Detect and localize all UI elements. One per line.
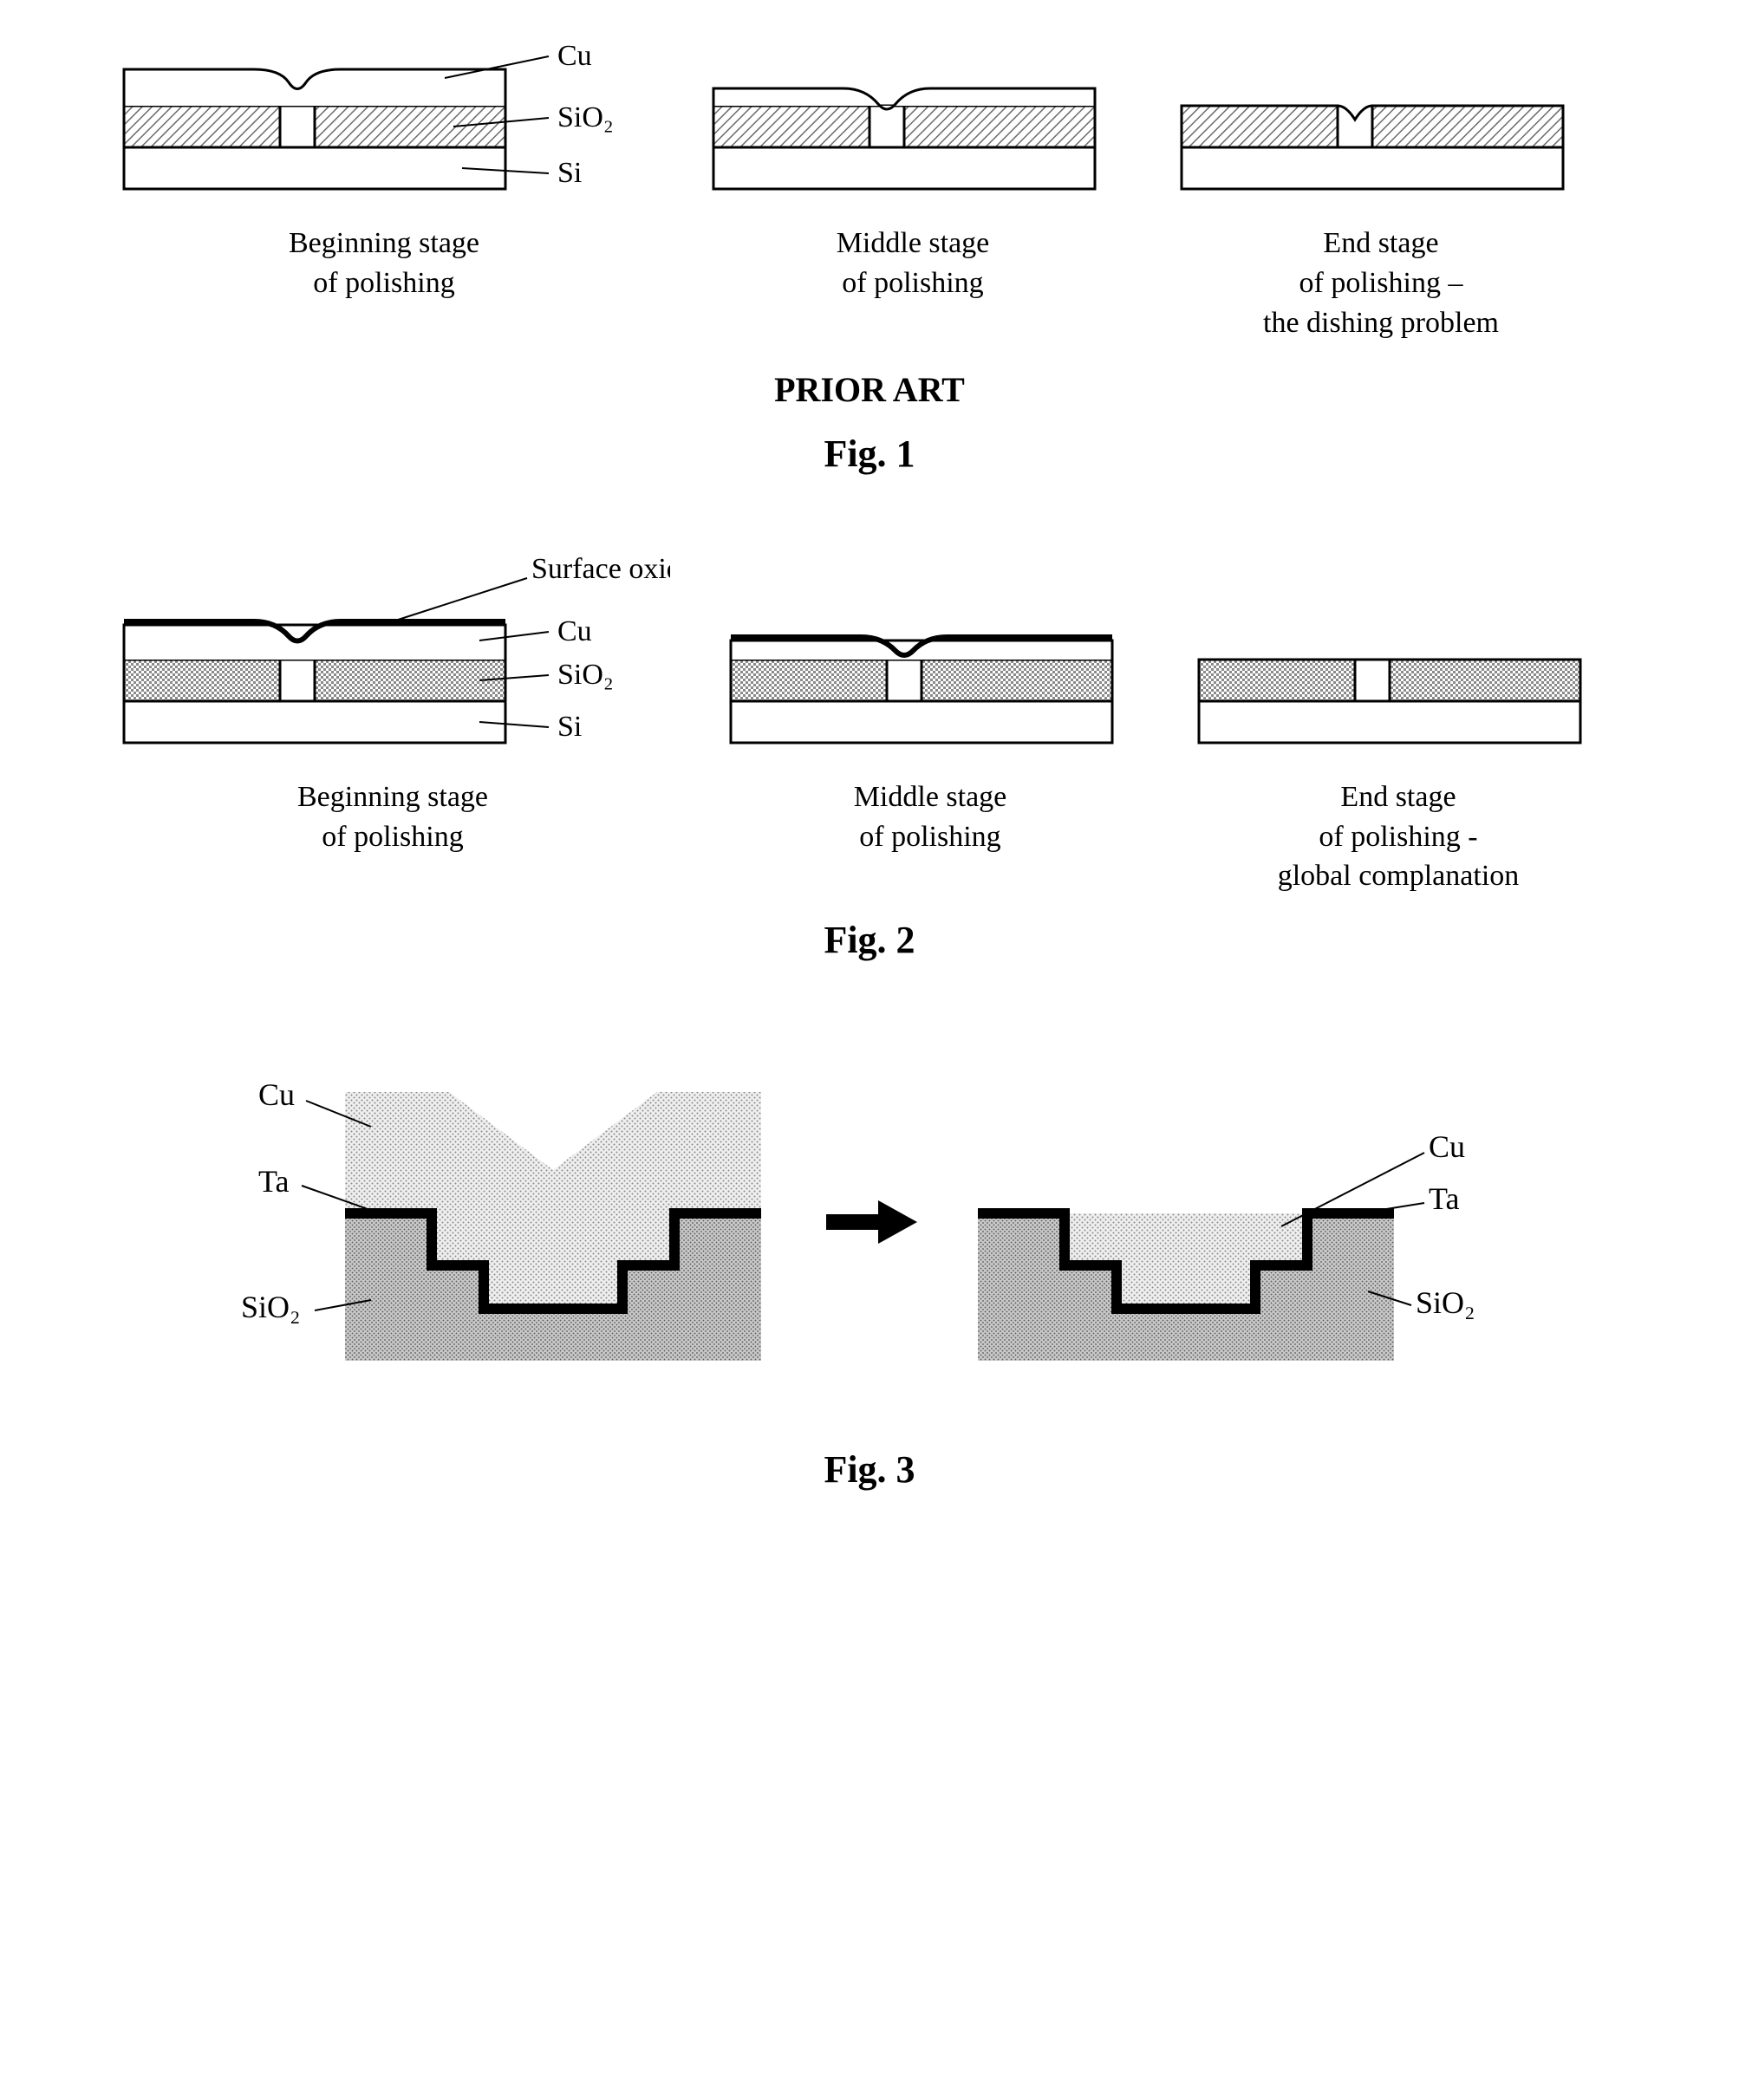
fig1-label-cu: Cu [557, 40, 592, 72]
fig2-begin-svg: Surface oxide film Cu SiO₂ [115, 554, 670, 762]
fig2-panel-middle: Middle stage of polishing [722, 554, 1138, 897]
fig1-panel-end: End stage of polishing – the dishing pro… [1173, 35, 1589, 343]
fig2-panel-begin: Surface oxide film Cu SiO₂ [115, 554, 670, 897]
fig1-caption-end: End stage of polishing – the dishing pro… [1263, 224, 1499, 343]
fig3-row: Cu Ta SiO₂ Cu [46, 1057, 1693, 1387]
fig2-label-si: Si [557, 711, 582, 743]
fig2-label-sio2: SiO₂ [557, 659, 614, 691]
fig2-row: Surface oxide film Cu SiO₂ [115, 554, 1693, 897]
fig3-left-svg: Cu Ta SiO₂ [241, 1057, 796, 1387]
fig1-end-svg [1173, 35, 1589, 208]
fig2-label: Fig. 2 [46, 918, 1693, 962]
fig3-right-label-ta: Ta [1429, 1181, 1459, 1216]
fig3-arrow-icon [822, 1187, 917, 1257]
fig1-label-sio2: SiO₂ [557, 101, 614, 133]
fig1-label: Fig. 1 [46, 432, 1693, 476]
fig3-right-svg: Cu Ta SiO₂ [943, 1057, 1498, 1387]
fig2-middle-svg [722, 554, 1138, 762]
fig3-left-label-ta: Ta [258, 1164, 289, 1199]
fig1-caption-middle: Middle stage of polishing [837, 224, 990, 303]
fig3-label: Fig. 3 [46, 1447, 1693, 1492]
fig1-section-title: PRIOR ART [46, 369, 1693, 410]
fig2-end-svg [1190, 554, 1606, 762]
fig2-label-oxide: Surface oxide film [531, 554, 670, 585]
fig1-panel-middle: Middle stage of polishing [705, 35, 1121, 343]
fig2-caption-begin: Beginning stage of polishing [297, 777, 488, 857]
fig1-row: Cu SiO₂ Si Beginning stage of polishing … [115, 35, 1693, 343]
fig2-caption-end: End stage of polishing - global complana… [1278, 777, 1520, 897]
page: Cu SiO₂ Si Beginning stage of polishing … [46, 35, 1693, 1492]
fig3-right-label-cu: Cu [1429, 1129, 1465, 1164]
fig2-panel-end: End stage of polishing - global complana… [1190, 554, 1606, 897]
fig3-right-label-sio2: SiO₂ [1416, 1285, 1475, 1320]
fig1-caption-begin: Beginning stage of polishing [289, 224, 479, 303]
fig3-left-label-cu: Cu [258, 1077, 295, 1112]
fig3-left-label-sio2: SiO₂ [241, 1290, 301, 1324]
fig1-begin-svg: Cu SiO₂ Si [115, 35, 653, 208]
fig2-label-cu: Cu [557, 615, 592, 647]
fig1-panel-begin: Cu SiO₂ Si Beginning stage of polishing [115, 35, 653, 343]
fig1-middle-svg [705, 35, 1121, 208]
fig1-label-si: Si [557, 157, 582, 189]
fig2-caption-middle: Middle stage of polishing [854, 777, 1007, 857]
